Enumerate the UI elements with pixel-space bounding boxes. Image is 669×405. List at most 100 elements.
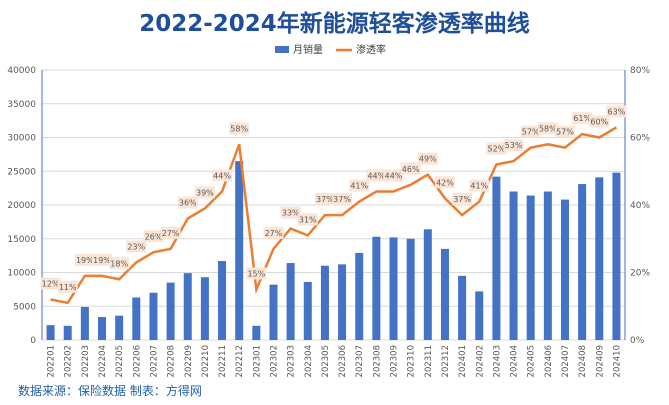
- data-label: 37%: [316, 195, 334, 204]
- y2-tick-label: 20%: [630, 269, 650, 279]
- data-label-bg: [589, 115, 610, 128]
- x-tick-label: 202208: [167, 345, 177, 377]
- bar: [578, 184, 587, 340]
- data-label-bg: [486, 142, 507, 155]
- data-label: 58%: [539, 124, 557, 133]
- data-label-bg: [537, 122, 558, 135]
- data-label-bg: [74, 253, 95, 266]
- data-label-bg: [503, 139, 524, 152]
- bar: [132, 297, 141, 340]
- x-tick-label: 202407: [561, 345, 571, 377]
- data-label: 58%: [230, 124, 248, 133]
- x-tick-label: 202307: [355, 345, 365, 377]
- data-label-bg: [194, 186, 215, 199]
- bar: [269, 284, 278, 340]
- bar: [440, 248, 449, 340]
- x-tick-label: 202202: [64, 345, 74, 377]
- data-label-bg: [366, 169, 387, 182]
- data-label: 44%: [213, 172, 231, 181]
- data-label: 46%: [402, 165, 420, 174]
- data-label-bg: [400, 162, 421, 175]
- x-tick-label: 202210: [201, 345, 211, 377]
- chart-title: 2022-2024年新能源轻客渗透率曲线: [139, 11, 530, 37]
- x-tick-label: 202209: [184, 345, 194, 377]
- data-label: 27%: [265, 229, 283, 238]
- data-label: 37%: [453, 195, 471, 204]
- data-label-bg: [40, 277, 61, 290]
- x-tick-label: 202408: [578, 345, 588, 377]
- bar: [372, 236, 381, 340]
- bar: [423, 229, 432, 340]
- data-label: 27%: [162, 229, 180, 238]
- data-label: 60%: [590, 118, 608, 127]
- data-label: 37%: [333, 195, 351, 204]
- data-label-bg: [417, 152, 438, 165]
- data-label: 12%: [42, 280, 60, 289]
- y-tick-label: 40000: [7, 66, 36, 76]
- x-tick-label: 202409: [595, 345, 605, 377]
- bar: [560, 199, 569, 340]
- data-label-bg: [263, 226, 284, 239]
- x-tick-label: 202302: [269, 345, 279, 377]
- bar: [200, 277, 209, 340]
- x-tick-label: 202310: [407, 345, 417, 377]
- data-label: 57%: [522, 128, 540, 137]
- data-label-bg: [109, 257, 130, 270]
- data-label-bg: [314, 193, 335, 206]
- x-tick-label: 202309: [390, 345, 400, 377]
- bar: [355, 252, 364, 340]
- x-tick-label: 202204: [98, 345, 108, 377]
- x-tick-label: 202304: [304, 345, 314, 377]
- x-tick-label: 202406: [544, 345, 554, 377]
- data-label-bg: [349, 179, 370, 192]
- x-tick-label: 202401: [458, 345, 468, 377]
- data-label-bg: [452, 193, 473, 206]
- bar: [612, 172, 621, 340]
- x-tick-label: 202206: [132, 345, 142, 377]
- x-tick-label: 202410: [612, 345, 622, 377]
- bar: [526, 195, 535, 340]
- data-label-bg: [297, 213, 318, 226]
- bar: [338, 264, 347, 340]
- data-label-bg: [280, 206, 301, 219]
- bar: [46, 325, 55, 340]
- bar: [458, 275, 467, 340]
- data-label-bg: [606, 105, 627, 118]
- line-series: [50, 126, 618, 305]
- y-tick-label: 0: [30, 336, 36, 346]
- data-label: 31%: [299, 215, 317, 224]
- x-tick-label: 202301: [252, 345, 262, 377]
- y2-tick-label: 80%: [630, 66, 650, 76]
- bar: [492, 176, 501, 340]
- bar: [235, 161, 244, 340]
- x-tick-label: 202303: [287, 345, 297, 377]
- data-label-bg: [572, 112, 593, 125]
- bar: [149, 292, 158, 340]
- data-label-bg: [126, 240, 147, 253]
- x-tick-label: 202203: [81, 345, 91, 377]
- data-label-bg: [434, 176, 455, 189]
- data-label: 39%: [196, 188, 214, 197]
- y-tick-label: 10000: [7, 269, 36, 279]
- x-tick-label: 202403: [492, 345, 502, 377]
- data-label: 53%: [505, 141, 523, 150]
- data-label: 42%: [436, 178, 454, 187]
- data-label-bg: [229, 122, 250, 135]
- data-label-bg: [177, 196, 198, 209]
- y-tick-label: 25000: [7, 167, 36, 177]
- data-label: 18%: [110, 259, 128, 268]
- data-label: 19%: [76, 256, 94, 265]
- x-tick-label: 202405: [527, 345, 537, 377]
- bar: [509, 191, 518, 340]
- x-tick-label: 202212: [235, 345, 245, 377]
- data-label: 57%: [556, 128, 574, 137]
- data-label-bg: [332, 193, 353, 206]
- legend-swatch-bar: [275, 46, 289, 53]
- bar: [389, 237, 398, 340]
- y-tick-label: 30000: [7, 134, 36, 144]
- data-label: 19%: [93, 256, 111, 265]
- y-tick-label: 20000: [7, 201, 36, 211]
- bar: [406, 238, 415, 340]
